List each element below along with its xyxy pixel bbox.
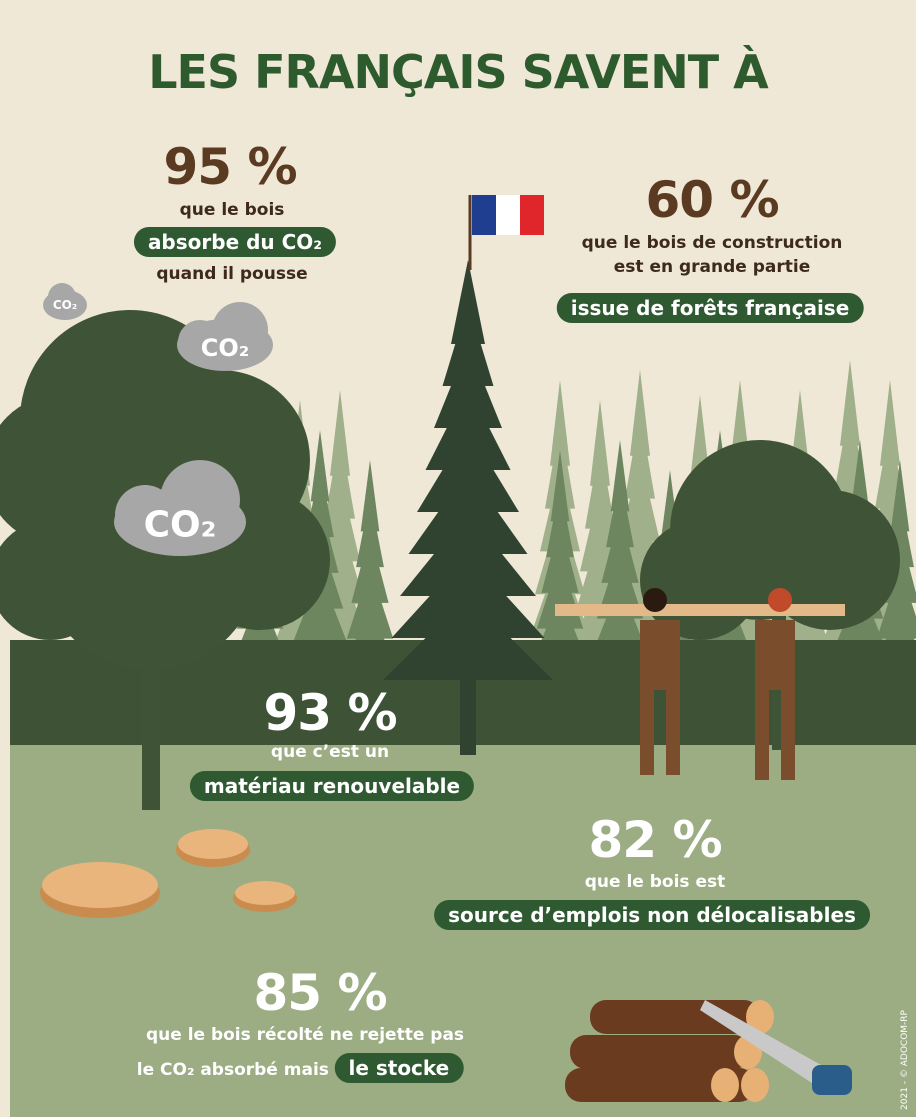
text-line: est en grande partie: [614, 255, 811, 279]
workers-part-part: [755, 620, 795, 690]
text-line: que le bois est: [585, 870, 725, 894]
log-pile-part-part: [711, 1068, 739, 1102]
cloud-label: CO₂: [144, 505, 217, 546]
flag-part: [496, 195, 520, 235]
text-row: le CO₂ absorbé mais le stocke: [137, 1053, 464, 1083]
highlight: issue de forêts française: [557, 293, 864, 323]
infographic: LES FRANÇAIS SAVENT À 95 % que le bois a…: [0, 0, 916, 1117]
text-line: que le bois récolté ne rejette pas: [146, 1023, 464, 1047]
highlight-wrap: issue de forêts française: [557, 293, 864, 323]
figure: 82 %: [588, 811, 721, 869]
highlight: matériau renouvelable: [190, 771, 474, 801]
highlight: absorbe du CO₂: [134, 227, 336, 257]
workers-part: [643, 588, 667, 612]
workers-part-part: [755, 685, 769, 780]
text-line: quand il pousse: [156, 262, 307, 286]
workers-part-part: [640, 685, 654, 775]
text-line: que le bois de construction: [582, 231, 843, 255]
highlight-wrap: absorbe du CO₂: [134, 227, 336, 257]
workers-part: [555, 604, 845, 616]
workers-part-part: [781, 685, 795, 780]
figure: 60 %: [645, 171, 778, 229]
title: LES FRANÇAIS SAVENT À: [148, 45, 768, 99]
credit: 2021 - © ADOCOM-RP: [900, 1010, 910, 1110]
highlight-wrap: matériau renouvelable: [190, 771, 474, 801]
flag-part: [520, 195, 544, 235]
text-line: que c’est un: [271, 740, 389, 764]
page: Les Français savent à {"header": {"title…: [0, 0, 916, 1117]
workers-part: [768, 588, 792, 612]
cloud-label: CO₂: [201, 334, 250, 362]
flag: [470, 195, 544, 270]
highlight-wrap: source d’emplois non délocalisables: [434, 900, 870, 930]
figure: 85 %: [253, 964, 386, 1022]
scene: [0, 0, 916, 1117]
flag-part: [472, 195, 496, 235]
highlight: le stocke: [334, 1053, 463, 1083]
log-pile-part-part: [570, 1035, 750, 1069]
figure: 93 %: [263, 684, 396, 742]
wood-slices-part: [235, 881, 295, 905]
text-line: le CO₂ absorbé mais: [137, 1060, 329, 1080]
text-line: que le bois: [180, 198, 285, 222]
log-pile-part-part: [741, 1068, 769, 1102]
workers-part-part: [640, 620, 680, 690]
figure: 95 %: [163, 138, 296, 196]
wood-slices-part: [178, 829, 248, 859]
log-pile-part: [812, 1065, 852, 1095]
highlight: source d’emplois non délocalisables: [434, 900, 870, 930]
workers-part-part: [666, 685, 680, 775]
cloud-label: CO₂: [53, 298, 77, 312]
wood-slices-part: [42, 862, 158, 908]
fir-tree-part: [460, 640, 476, 755]
